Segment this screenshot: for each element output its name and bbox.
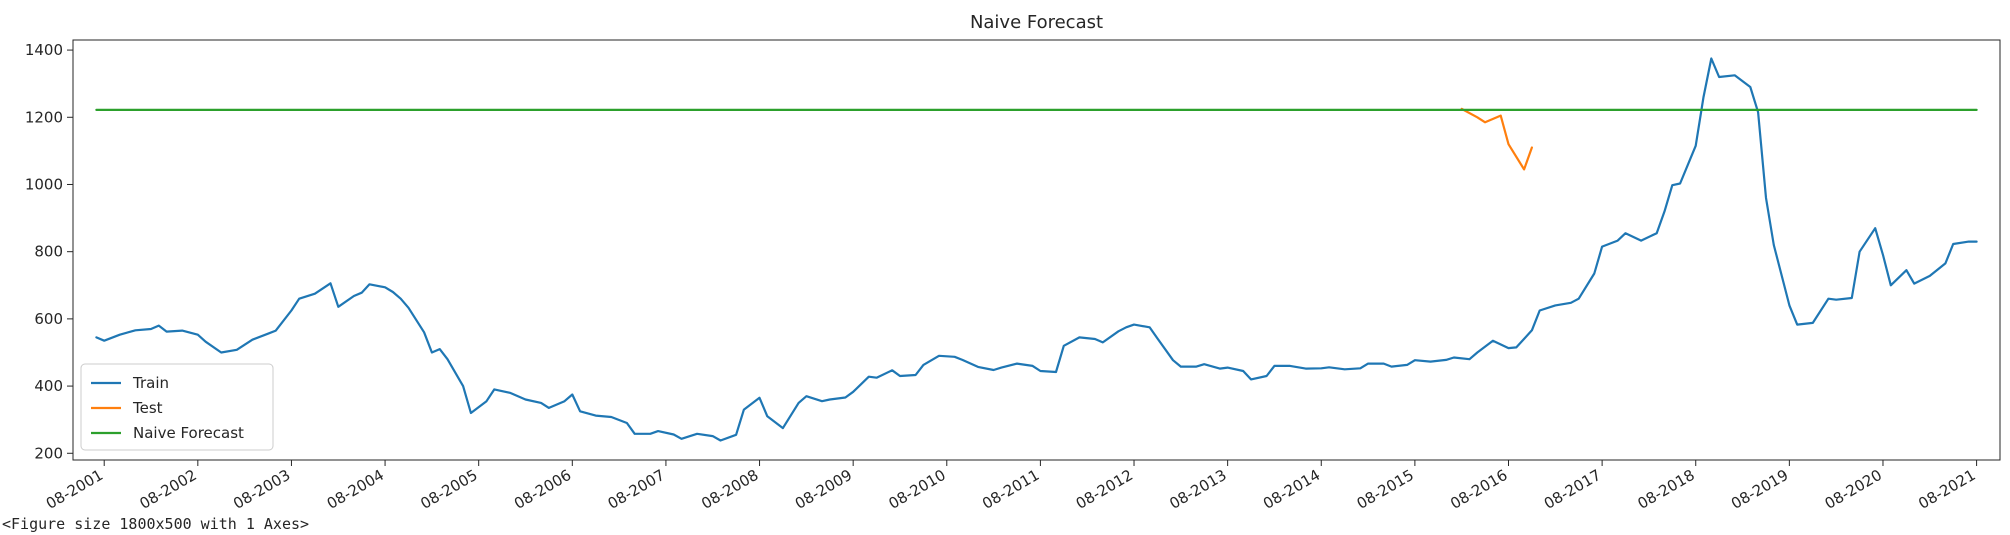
x-tick-label: 08-2019 — [1728, 466, 1791, 513]
x-tick-label: 08-2002 — [137, 466, 200, 513]
x-tick-label: 08-2021 — [1915, 466, 1978, 513]
x-tick-label: 08-2001 — [43, 466, 106, 513]
legend-label: Naive Forecast — [133, 424, 244, 442]
x-tick-label: 08-2006 — [511, 466, 574, 513]
x-tick-label: 08-2014 — [1260, 466, 1323, 513]
legend-label: Train — [132, 374, 169, 392]
x-tick-label: 08-2010 — [885, 466, 948, 513]
plot-frame — [72, 39, 2001, 461]
y-tick-label: 800 — [34, 243, 63, 261]
chart-title: Naive Forecast — [970, 12, 1103, 33]
legend-box — [80, 363, 274, 451]
x-tick-label: 08-2013 — [1166, 466, 1229, 513]
series-line-test — [1460, 107, 1534, 171]
y-tick-label: 1200 — [25, 108, 63, 126]
x-tick-label: 08-2020 — [1822, 466, 1885, 513]
legend-label: Test — [132, 399, 163, 417]
x-tick-label: 08-2003 — [230, 466, 293, 513]
x-tick-label: 08-2007 — [605, 466, 668, 513]
x-tick-label: 08-2009 — [792, 466, 855, 513]
x-tick-label: 08-2008 — [698, 466, 761, 513]
series-line-train — [95, 57, 1978, 442]
x-tick-label: 08-2016 — [1447, 466, 1510, 513]
x-tick-label: 08-2011 — [979, 466, 1042, 513]
y-tick-label: 600 — [34, 310, 63, 328]
x-tick-label: 08-2018 — [1634, 466, 1697, 513]
x-tick-label: 08-2012 — [1073, 466, 1136, 513]
y-tick-label: 400 — [34, 377, 63, 395]
figure-size-caption: <Figure size 1800x500 with 1 Axes> — [2, 515, 310, 533]
y-tick-label: 1400 — [25, 41, 63, 59]
x-tick-label: 08-2004 — [324, 466, 387, 513]
x-tick-label: 08-2015 — [1354, 466, 1417, 513]
x-tick-label: 08-2005 — [417, 466, 480, 513]
x-tick-label: 08-2017 — [1541, 466, 1604, 513]
y-tick-label: 200 — [34, 444, 63, 462]
y-tick-label: 1000 — [25, 175, 63, 193]
